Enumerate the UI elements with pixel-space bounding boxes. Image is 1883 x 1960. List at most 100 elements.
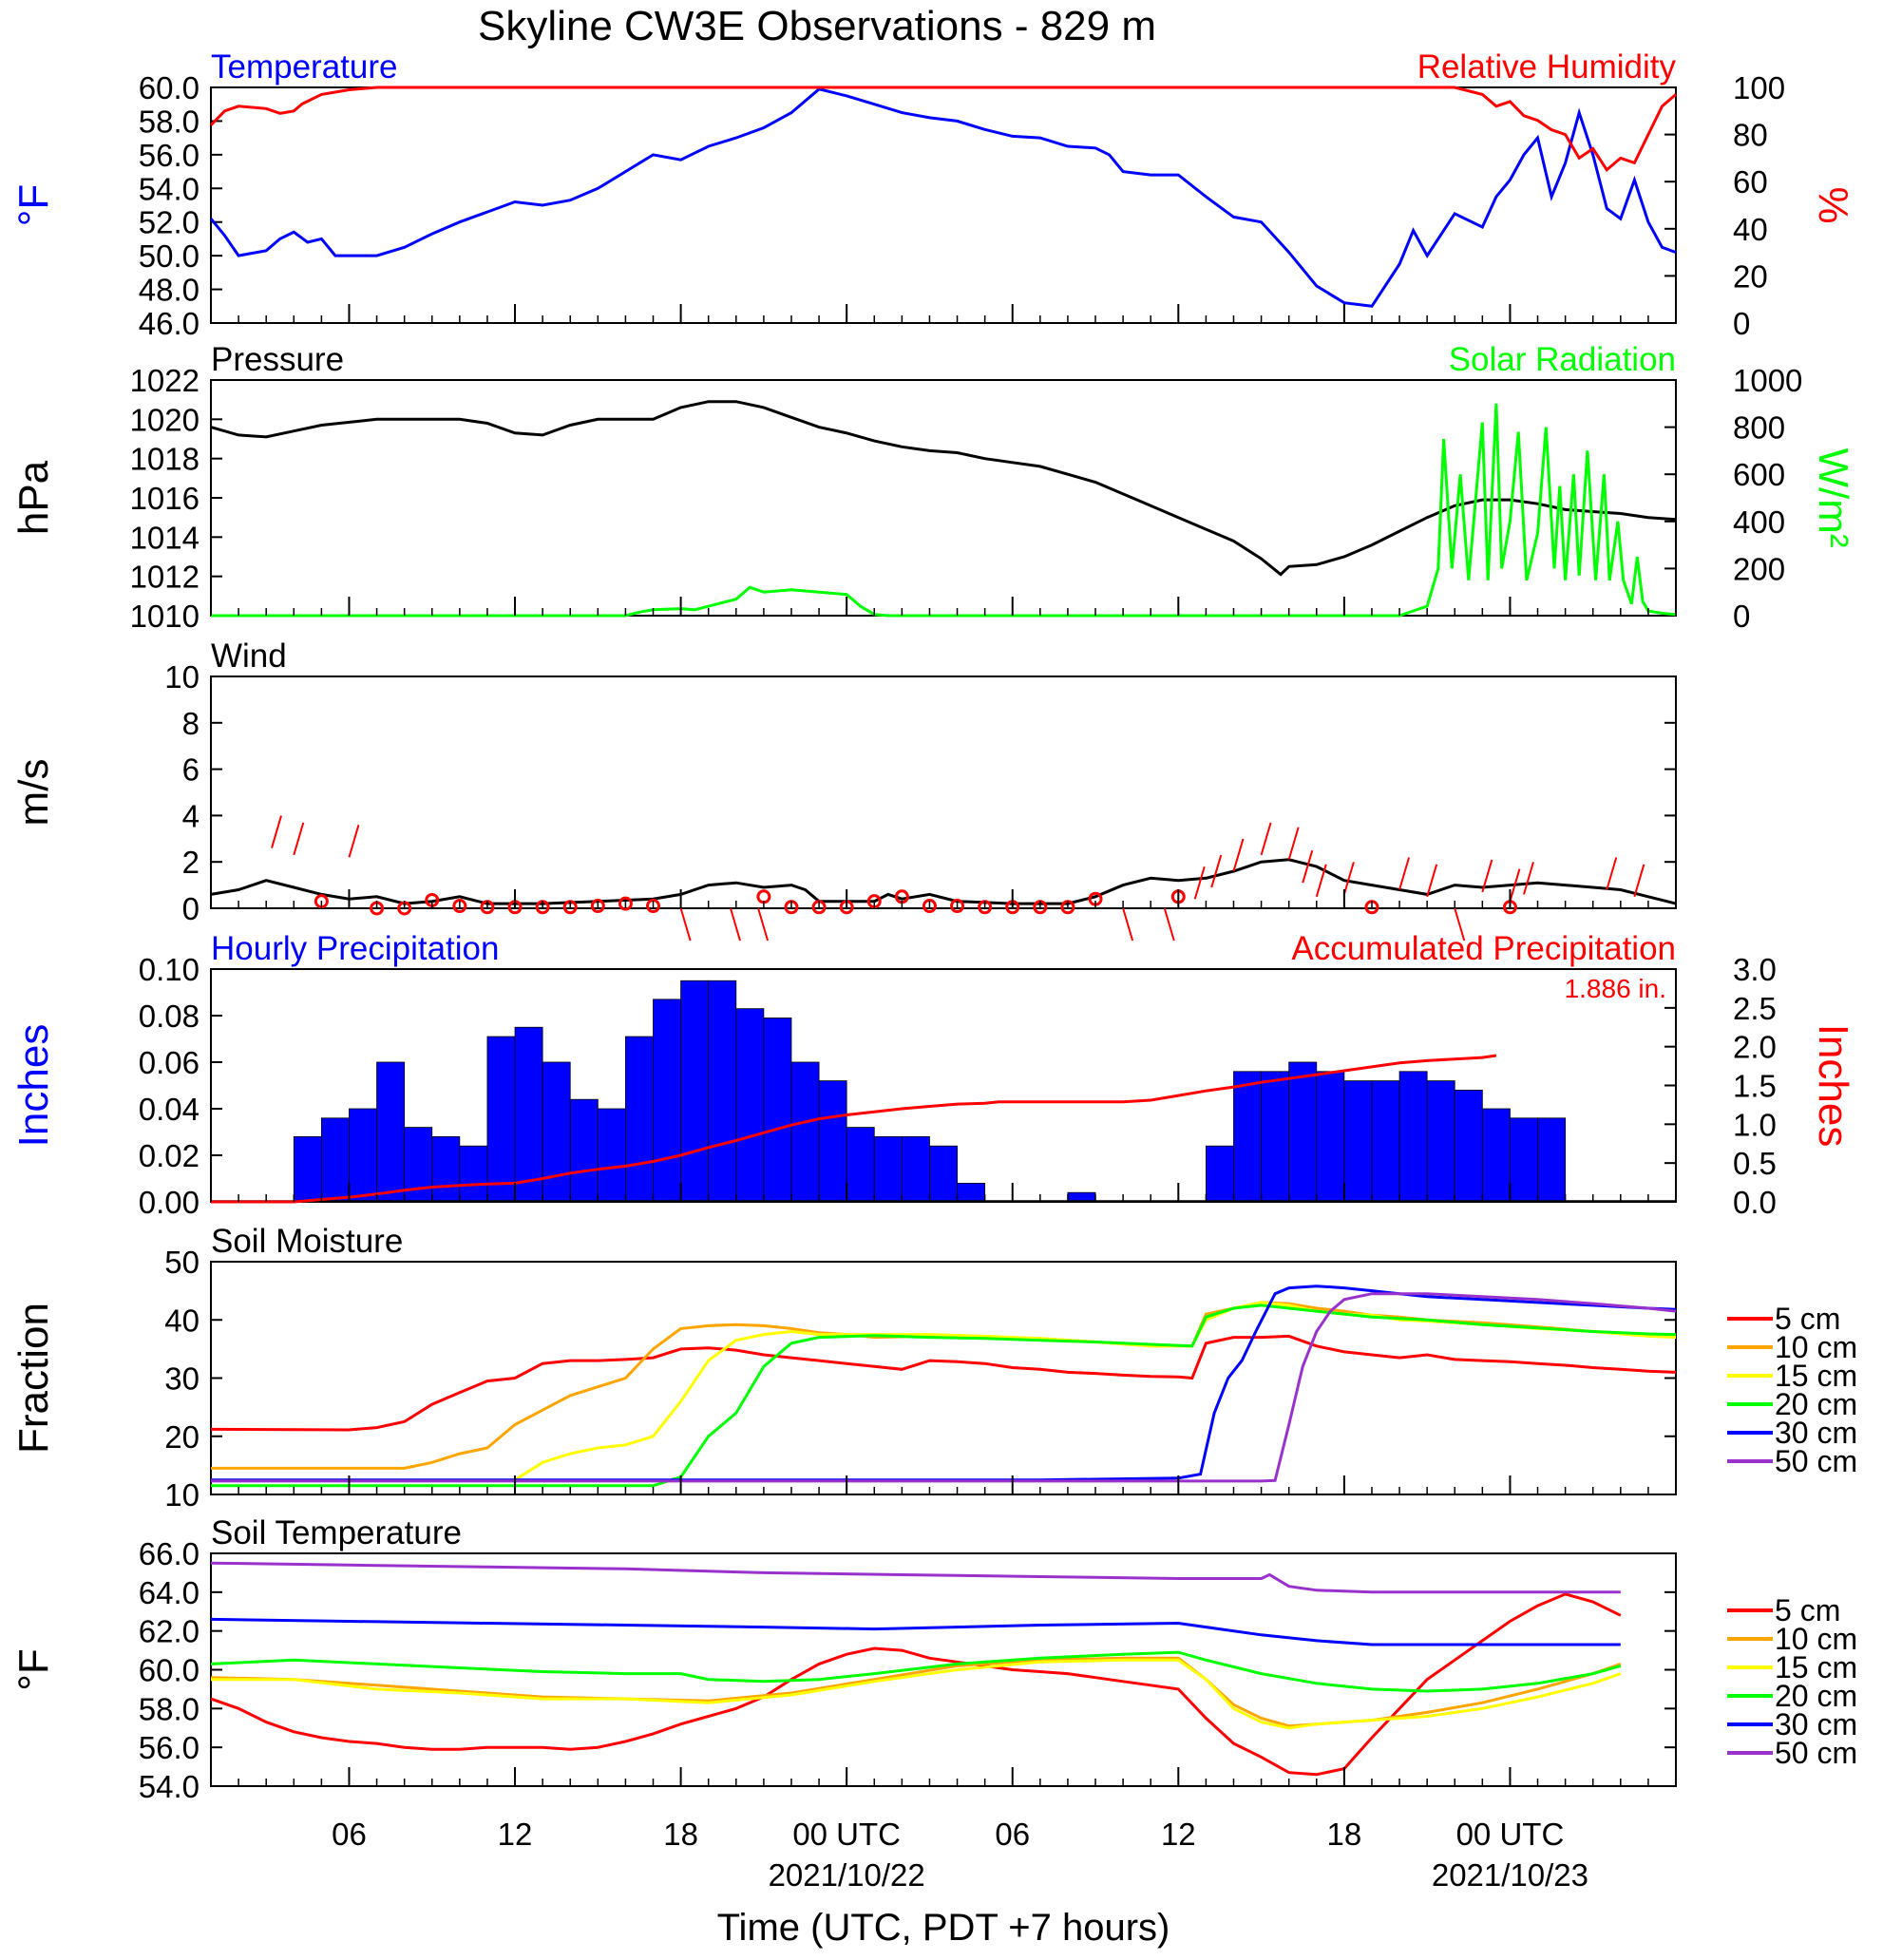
precip-bar xyxy=(929,1145,958,1203)
x-tick-label: 06 xyxy=(995,1817,1030,1852)
wind-barb xyxy=(1315,864,1327,898)
panel-title-right: Relative Humidity xyxy=(1417,48,1677,86)
y-tick-label-left: 54.0 xyxy=(139,1769,200,1804)
y-axis-label-left: °F xyxy=(10,1648,57,1690)
precip-bar xyxy=(763,1018,792,1203)
legend-label: 15 cm xyxy=(1775,1359,1857,1393)
wind-calm-marker xyxy=(646,899,661,914)
y-tick-label-left: 8 xyxy=(182,706,200,741)
wind-barb xyxy=(1523,862,1534,895)
x-date-label: 2021/10/22 xyxy=(769,1857,925,1893)
y-tick-label-right: 60 xyxy=(1733,164,1768,200)
y-tick-label-right: 3.0 xyxy=(1733,952,1777,987)
y-tick-label-left: 64.0 xyxy=(139,1575,200,1610)
y-tick-label-right: 1.5 xyxy=(1733,1069,1777,1104)
series-line-20-cm xyxy=(210,1650,1622,1693)
series-line-pressure xyxy=(210,400,1677,577)
precip-bar xyxy=(957,1183,986,1203)
y-tick-label-left: 54.0 xyxy=(139,171,200,206)
y-tick-label-left: 0.02 xyxy=(139,1138,200,1173)
y-tick-label-right: 0.0 xyxy=(1733,1185,1777,1220)
x-axis: 06 12 18 00 UTC 06 12 18 00 UTC 2021/10/22 2021/1… xyxy=(332,304,1588,1893)
precip-bar xyxy=(1426,1080,1455,1203)
wind-calm-marker xyxy=(950,899,965,914)
y-tick-label-right: 0 xyxy=(1733,306,1750,341)
panel-title-left: Wind xyxy=(211,637,287,675)
y-tick-label-left: 52.0 xyxy=(139,205,200,240)
wind-calm-marker xyxy=(618,896,633,911)
wind-barb xyxy=(730,907,741,942)
panel-title-left: Pressure xyxy=(211,341,344,378)
y-axis-label-left: Fraction xyxy=(10,1303,57,1454)
precip-bar xyxy=(1510,1117,1538,1203)
y-tick-label-left: 30 xyxy=(164,1361,200,1397)
precip-bar xyxy=(431,1136,461,1203)
series-line-20-cm xyxy=(211,1303,1677,1488)
panel-title-left: Temperature xyxy=(211,48,397,86)
legend-label: 30 cm xyxy=(1775,1416,1857,1450)
series-line-50-cm xyxy=(210,1561,1621,1594)
x-tick-label: 12 xyxy=(498,1817,533,1852)
y-tick-label-left: 1020 xyxy=(130,402,200,437)
plot-frame xyxy=(210,86,1677,324)
precip-bar xyxy=(376,1061,406,1203)
legend-label: 10 cm xyxy=(1775,1622,1857,1656)
wind-calm-marker xyxy=(922,899,937,914)
x-tick-label: 12 xyxy=(1161,1817,1196,1852)
precip-bar xyxy=(514,1026,543,1203)
y-tick-label-left: 60.0 xyxy=(139,70,200,105)
y-tick-label-left: 0.00 xyxy=(139,1185,200,1220)
wind-barb xyxy=(1454,907,1466,942)
wind-calm-marker xyxy=(452,899,467,914)
precip-bar xyxy=(1481,1108,1511,1203)
x-tick-label: 00 UTC xyxy=(1456,1817,1565,1852)
y-tick-label-left: 20 xyxy=(164,1419,200,1455)
y-tick-label-left: 1012 xyxy=(130,560,200,595)
series-line-15-cm xyxy=(211,1301,1677,1482)
precip-bar xyxy=(1371,1080,1400,1203)
wind-barb xyxy=(1302,849,1314,884)
precip-bar xyxy=(873,1136,903,1203)
y-tick-label-left: 50 xyxy=(164,1245,200,1280)
wind-barb xyxy=(1260,822,1272,856)
wind-barb xyxy=(1398,857,1411,890)
wind-calm-marker xyxy=(590,899,605,914)
y-axis-label-left: m/s xyxy=(10,759,57,827)
y-axis-label-right: W/m² xyxy=(1810,447,1856,547)
y-tick-label-right: 2.5 xyxy=(1733,991,1777,1026)
wind-barb xyxy=(1509,868,1521,902)
y-tick-label-left: 4 xyxy=(182,798,200,833)
wind-barb xyxy=(1426,864,1438,898)
series-line-5-cm xyxy=(210,1334,1677,1432)
precip-bar xyxy=(846,1127,875,1203)
plot-frame xyxy=(210,379,1677,617)
series-line-15-cm xyxy=(211,1658,1622,1730)
y-tick-label-left: 1010 xyxy=(130,599,200,634)
y-tick-label-right: 400 xyxy=(1733,504,1785,540)
precip-bar xyxy=(818,1080,847,1203)
y-tick-label-left: 56.0 xyxy=(139,138,200,173)
y-tick-label-left: 66.0 xyxy=(139,1536,200,1571)
figure-title: Skyline CW3E Observations - 829 m xyxy=(478,3,1156,49)
wind-barb xyxy=(1232,838,1245,872)
plot-frame xyxy=(210,676,1677,909)
y-tick-label-right: 800 xyxy=(1733,410,1785,446)
y-tick-label-left: 0.08 xyxy=(139,999,200,1034)
x-date-label: 2021/10/23 xyxy=(1432,1857,1588,1893)
y-tick-label-left: 60.0 xyxy=(139,1653,200,1688)
precip-bar xyxy=(1343,1080,1373,1203)
precip-bar xyxy=(1398,1071,1428,1203)
plot-frame xyxy=(210,1552,1677,1787)
y-tick-label-right: 20 xyxy=(1733,258,1768,294)
series-line-temperature xyxy=(209,87,1677,308)
precip-bar xyxy=(1288,1061,1318,1203)
precip-bar xyxy=(542,1061,571,1203)
y-axis-label-left: hPa xyxy=(10,460,57,535)
precip-bar xyxy=(653,999,682,1203)
wind-barb xyxy=(271,815,282,848)
wind-barb xyxy=(757,907,770,942)
y-tick-label-left: 56.0 xyxy=(139,1730,200,1765)
